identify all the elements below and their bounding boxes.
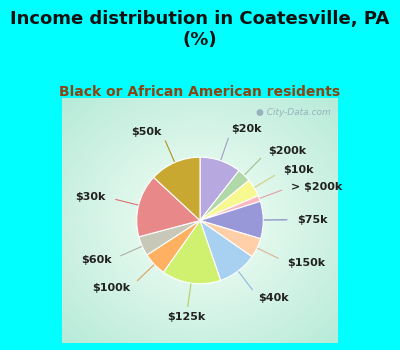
Text: $75k: $75k bbox=[297, 215, 328, 225]
Wedge shape bbox=[200, 196, 260, 220]
Wedge shape bbox=[200, 201, 263, 239]
Wedge shape bbox=[200, 220, 261, 257]
Wedge shape bbox=[137, 177, 200, 237]
Wedge shape bbox=[164, 220, 221, 284]
Text: Income distribution in Coatesville, PA
(%): Income distribution in Coatesville, PA (… bbox=[10, 10, 390, 49]
Text: $200k: $200k bbox=[268, 146, 306, 156]
Text: $125k: $125k bbox=[167, 312, 205, 322]
Wedge shape bbox=[200, 220, 252, 280]
Wedge shape bbox=[200, 157, 239, 220]
Wedge shape bbox=[200, 170, 249, 220]
Text: $10k: $10k bbox=[283, 165, 314, 175]
Wedge shape bbox=[139, 220, 200, 255]
Wedge shape bbox=[200, 180, 258, 220]
Text: $150k: $150k bbox=[287, 258, 326, 268]
Text: > $200k: > $200k bbox=[291, 182, 342, 192]
Wedge shape bbox=[154, 157, 200, 220]
Text: $20k: $20k bbox=[232, 124, 262, 134]
Wedge shape bbox=[147, 220, 200, 272]
Text: $30k: $30k bbox=[76, 192, 106, 202]
Text: $50k: $50k bbox=[131, 127, 161, 136]
Text: Black or African American residents: Black or African American residents bbox=[60, 85, 340, 99]
Text: $40k: $40k bbox=[258, 293, 289, 303]
Text: ● City-Data.com: ● City-Data.com bbox=[256, 108, 331, 117]
Text: $100k: $100k bbox=[92, 283, 130, 293]
Text: $60k: $60k bbox=[81, 255, 111, 265]
